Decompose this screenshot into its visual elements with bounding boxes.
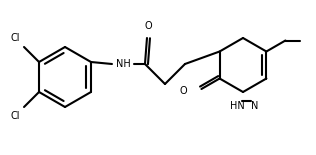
Text: HN: HN <box>230 101 244 111</box>
Text: Cl: Cl <box>10 33 20 43</box>
Text: N: N <box>251 101 259 111</box>
Text: NH: NH <box>116 59 131 69</box>
Text: O: O <box>180 86 187 96</box>
Text: Cl: Cl <box>10 111 20 121</box>
Text: O: O <box>144 21 152 31</box>
